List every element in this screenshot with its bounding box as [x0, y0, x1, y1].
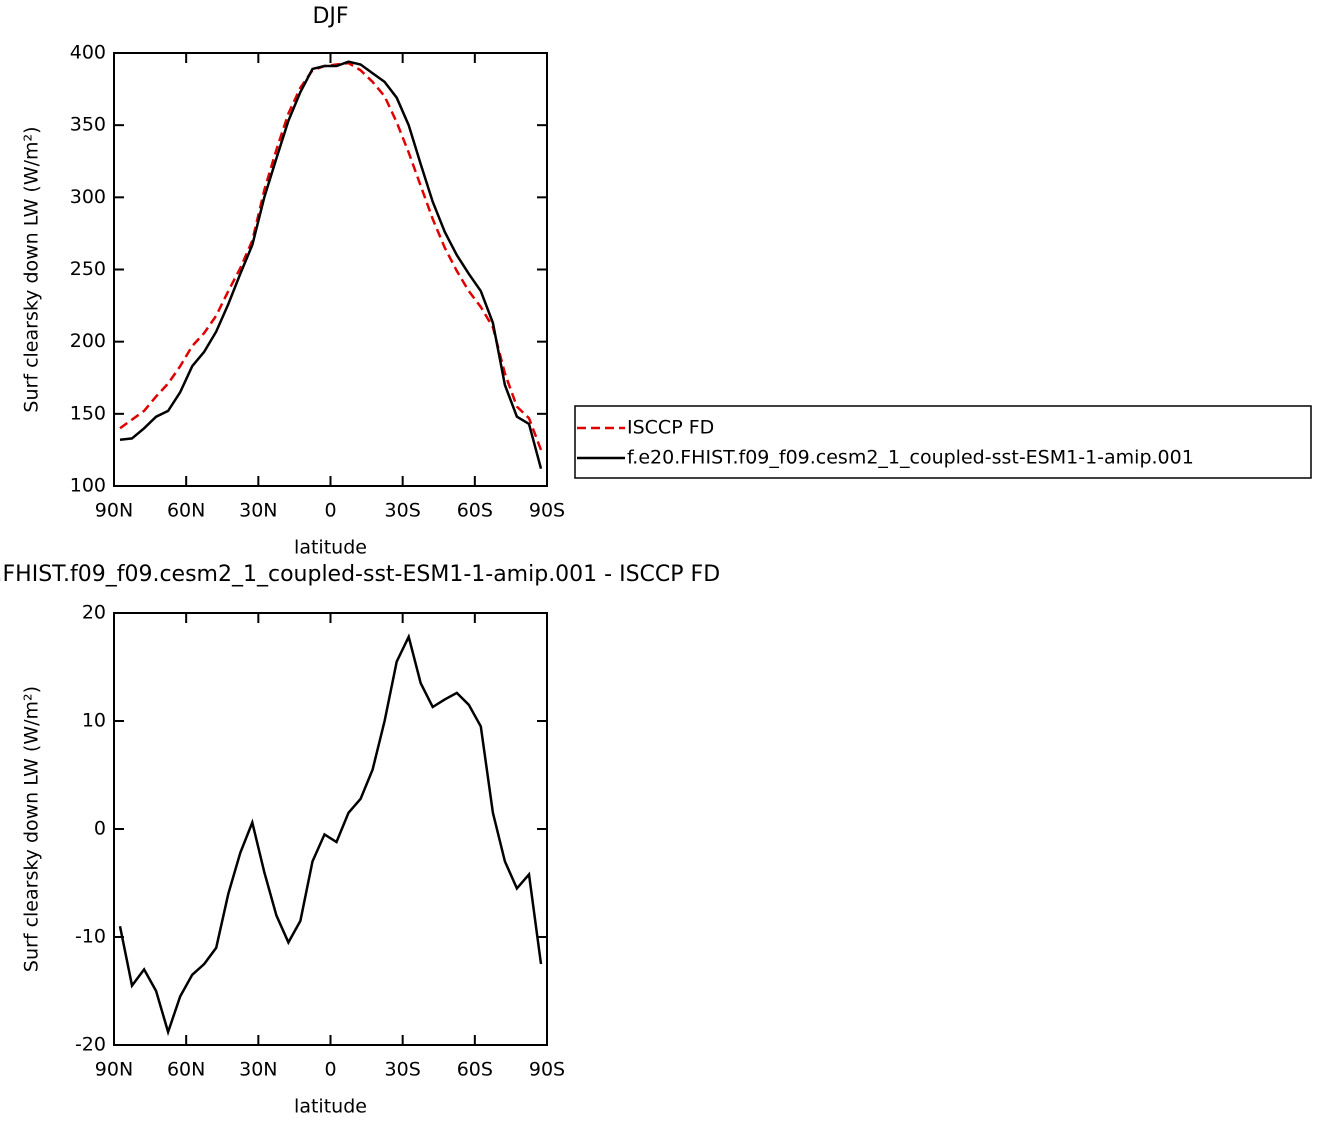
y-tick-label: 400	[70, 42, 106, 64]
x-tick-label: 60S	[457, 1059, 493, 1081]
x-tick-label: 60N	[167, 1059, 205, 1081]
y-tick-label: 100	[70, 475, 106, 497]
plot-frame	[113, 612, 548, 1046]
legend-label: ISCCP FD	[627, 417, 714, 439]
y-tick-label: 350	[70, 114, 106, 136]
legend-label: f.e20.FHIST.f09_f09.cesm2_1_coupled-sst-…	[627, 447, 1194, 469]
x-axis-label: latitude	[294, 1096, 367, 1118]
x-tick-label: 60N	[167, 500, 205, 522]
x-tick-label: 30S	[385, 500, 421, 522]
data-line	[119, 61, 543, 451]
x-tick-label: 90S	[529, 500, 565, 522]
legend-box	[574, 405, 1312, 479]
y-tick-label: 150	[70, 402, 106, 424]
y-tick-label: 10	[82, 710, 106, 732]
data-line	[119, 60, 543, 470]
y-axis-label: Surf clearsky down LW (W/m²)	[21, 126, 43, 412]
x-tick-label: 90N	[95, 500, 133, 522]
y-tick-label: 250	[70, 258, 106, 280]
x-tick-label: 30N	[239, 1059, 277, 1081]
chart-title: f.e20.FHIST.f09_f09.cesm2_1_coupled-sst-…	[0, 562, 720, 587]
x-tick-label: 90S	[529, 1059, 565, 1081]
x-tick-label: 0	[324, 500, 336, 522]
data-line	[118, 633, 543, 1037]
plot-frame	[113, 52, 548, 487]
x-tick-label: 0	[324, 1059, 336, 1081]
x-tick-label: 30S	[385, 1059, 421, 1081]
y-axis-label: Surf clearsky down LW (W/m²)	[21, 686, 43, 972]
x-tick-label: 60S	[457, 500, 493, 522]
y-tick-label: 300	[70, 186, 106, 208]
y-tick-label: 200	[70, 330, 106, 352]
y-tick-label: 0	[94, 818, 106, 840]
y-tick-label: -20	[75, 1034, 106, 1056]
x-tick-label: 90N	[95, 1059, 133, 1081]
x-axis-label: latitude	[294, 537, 367, 559]
y-tick-label: 20	[82, 602, 106, 624]
x-tick-label: 30N	[239, 500, 277, 522]
y-tick-label: -10	[75, 926, 106, 948]
chart-title: DJF	[312, 4, 348, 29]
